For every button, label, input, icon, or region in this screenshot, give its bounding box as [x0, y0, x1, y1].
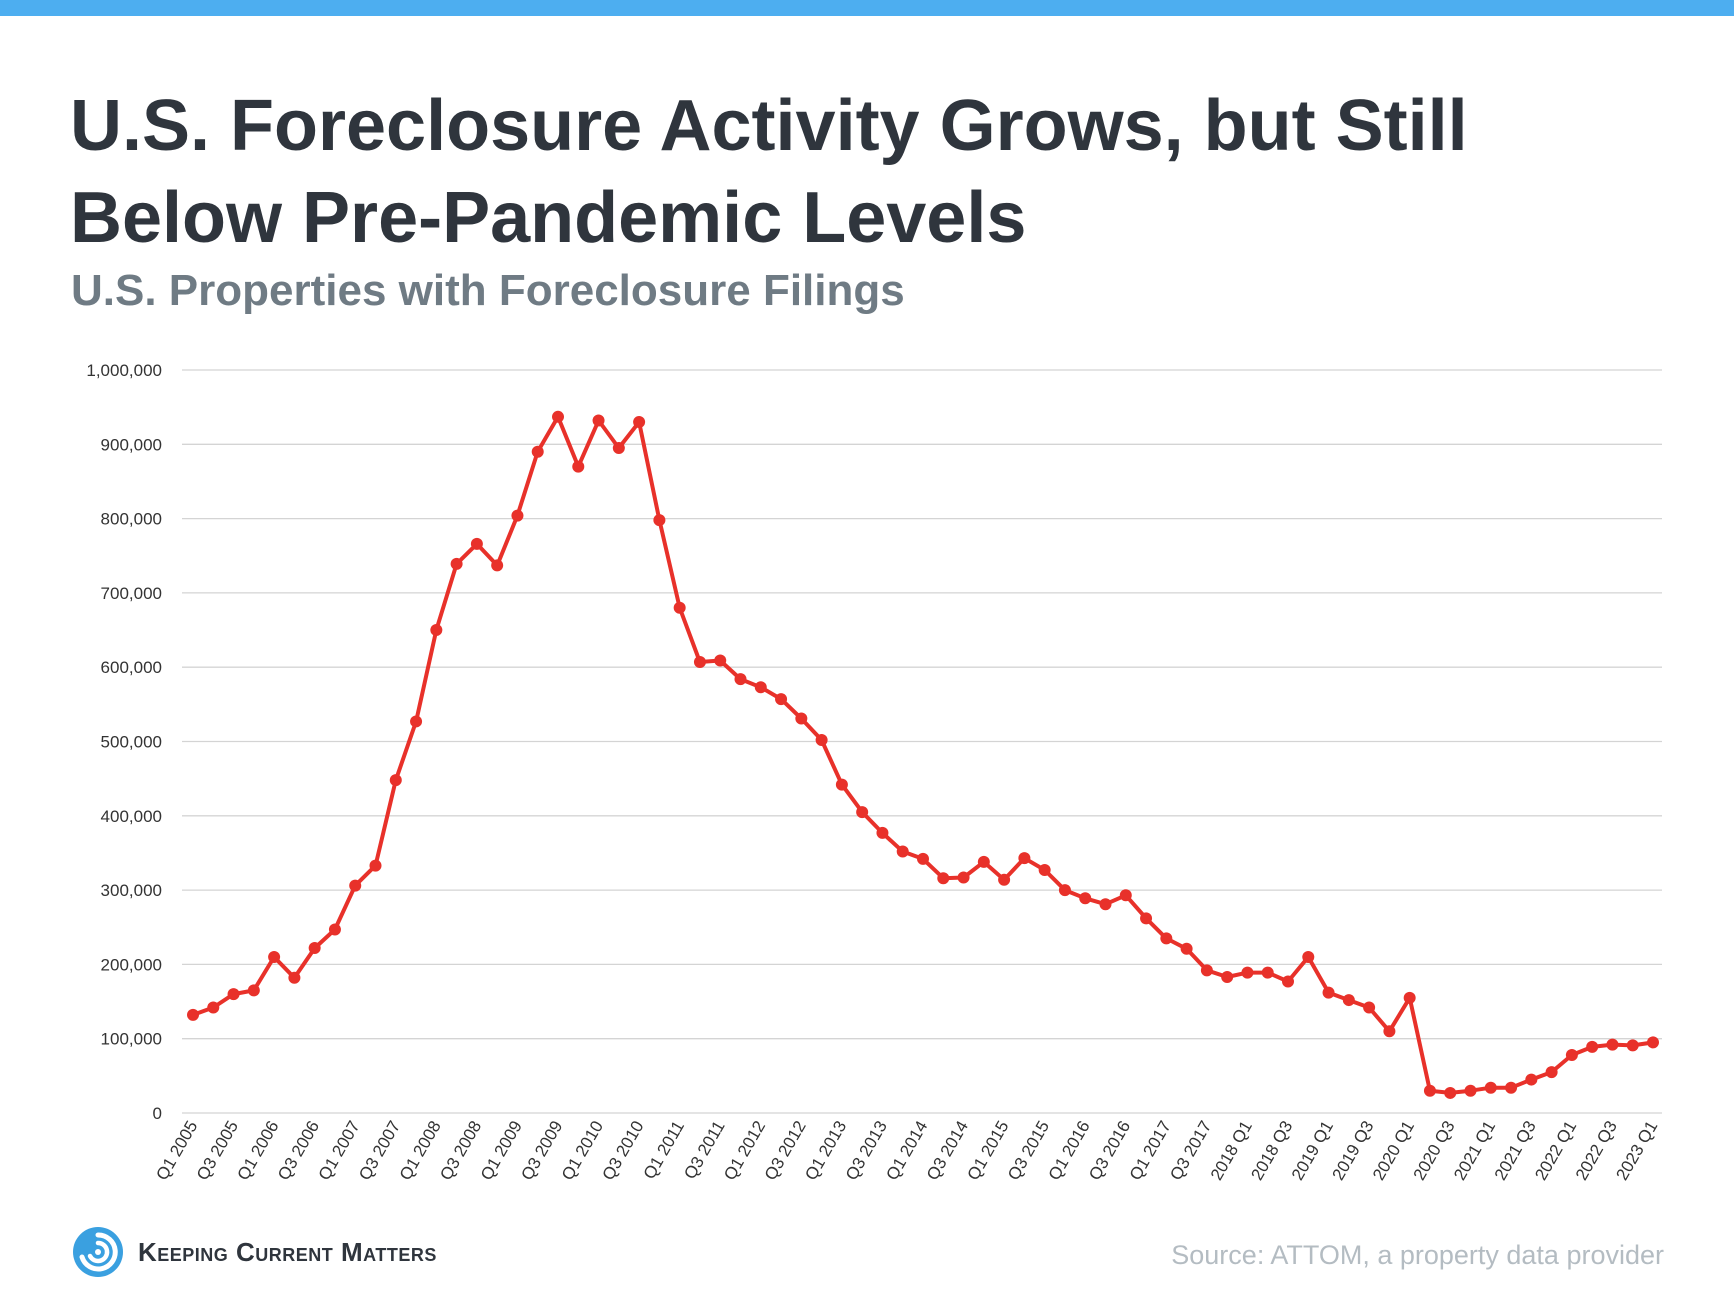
- data-point: [714, 654, 727, 667]
- data-point: [775, 693, 788, 706]
- data-point: [552, 410, 564, 423]
- y-tick-label: 0: [153, 1104, 162, 1123]
- data-point: [1180, 942, 1193, 955]
- data-point: [389, 774, 402, 787]
- data-point: [1322, 986, 1335, 999]
- data-point: [430, 624, 443, 637]
- y-tick-label: 700,000: [101, 584, 162, 603]
- data-point: [1626, 1039, 1639, 1052]
- data-point: [917, 852, 929, 865]
- data-point: [998, 873, 1011, 886]
- data-point: [1261, 966, 1274, 979]
- data-point: [1647, 1036, 1659, 1049]
- data-point: [268, 950, 281, 963]
- y-tick-label: 1,000,000: [86, 361, 162, 380]
- y-tick-label: 600,000: [101, 658, 162, 677]
- series-points: [187, 410, 1659, 1099]
- data-point: [308, 942, 321, 955]
- y-tick-label: 400,000: [101, 807, 162, 826]
- logo-text: Keeping Current Matters: [138, 1236, 437, 1267]
- data-point: [633, 416, 646, 429]
- line-chart: 0 100,000 200,000 300,000 400,000 500,000 600,…: [86, 361, 1662, 1184]
- logo: Keeping Current Matters: [72, 1226, 437, 1278]
- y-tick-label: 900,000: [101, 435, 162, 454]
- data-point: [1302, 950, 1315, 963]
- data-point: [1484, 1081, 1497, 1094]
- data-point: [1383, 1025, 1396, 1038]
- data-point: [491, 559, 504, 572]
- data-point: [1140, 912, 1153, 925]
- page-title: U.S. Foreclosure Activity Grows, but Sti…: [70, 86, 1468, 258]
- data-point: [1423, 1084, 1436, 1097]
- data-point: [734, 673, 747, 686]
- data-point: [369, 859, 382, 872]
- data-point: [1079, 892, 1092, 905]
- data-point: [1363, 1001, 1376, 1014]
- data-point: [531, 445, 544, 458]
- data-point: [1160, 932, 1173, 945]
- data-point: [693, 655, 706, 668]
- data-point: [1545, 1066, 1558, 1079]
- data-point: [1565, 1049, 1578, 1062]
- data-point: [1505, 1081, 1518, 1094]
- data-point: [288, 971, 301, 984]
- data-point: [1403, 991, 1416, 1004]
- y-axis-labels: 0 100,000 200,000 300,000 400,000 500,000 600,…: [86, 361, 162, 1123]
- y-tick-label: 200,000: [101, 955, 162, 974]
- y-tick-label: 800,000: [101, 510, 162, 529]
- data-point: [835, 778, 848, 791]
- data-point: [207, 1001, 220, 1014]
- data-point: [572, 460, 585, 473]
- data-point: [1241, 966, 1254, 979]
- data-point: [653, 514, 666, 527]
- data-point: [896, 845, 909, 858]
- data-point: [856, 806, 869, 819]
- data-point: [754, 681, 767, 694]
- data-point: [876, 826, 889, 839]
- data-point: [1200, 964, 1213, 977]
- data-point: [1119, 889, 1132, 902]
- data-point: [1525, 1073, 1538, 1086]
- data-point: [410, 715, 423, 728]
- data-point: [450, 557, 463, 570]
- data-point: [187, 1008, 199, 1021]
- data-point: [1099, 898, 1112, 911]
- data-point: [1221, 971, 1234, 984]
- data-point: [1606, 1038, 1619, 1051]
- data-point: [247, 984, 260, 997]
- data-point: [673, 601, 686, 614]
- data-point: [1038, 864, 1051, 877]
- data-point: [511, 509, 524, 522]
- data-point: [1058, 884, 1071, 897]
- data-point: [227, 988, 240, 1001]
- data-point: [1018, 852, 1031, 865]
- data-point: [612, 442, 625, 455]
- data-point: [795, 712, 808, 725]
- grid-lines: [182, 369, 1662, 1114]
- page-subtitle: U.S. Properties with Foreclosure Filings: [71, 266, 905, 315]
- top-accent-bar: [0, 0, 1734, 16]
- y-tick-label: 100,000: [101, 1030, 162, 1049]
- data-point: [470, 537, 483, 550]
- data-point: [957, 871, 970, 884]
- data-point: [1282, 975, 1294, 988]
- data-point: [1444, 1086, 1457, 1099]
- data-point: [1586, 1040, 1599, 1053]
- data-point: [349, 879, 362, 892]
- y-tick-label: 500,000: [101, 733, 162, 752]
- data-point: [1342, 994, 1355, 1007]
- spiral-logo-icon: [73, 1227, 123, 1277]
- y-tick-label: 300,000: [101, 881, 162, 900]
- data-point: [592, 414, 605, 427]
- data-point: [1464, 1084, 1477, 1097]
- data-point: [937, 872, 950, 885]
- source-note: Source: ATTOM, a property data provider: [1171, 1240, 1664, 1270]
- data-point: [977, 855, 990, 868]
- data-point: [815, 734, 828, 747]
- data-point: [328, 923, 341, 936]
